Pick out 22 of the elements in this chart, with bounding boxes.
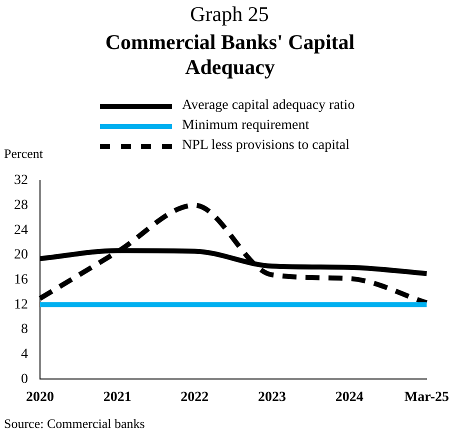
legend-label: NPL less provisions to capital [182,138,350,154]
y-tick-label: 0 [21,372,28,387]
y-tick-label: 8 [21,322,28,338]
x-tick-label: 2023 [258,390,286,406]
y-tick-label: 32 [14,173,28,188]
chart-title: Graph 25 [189,2,270,27]
y-tick-label: 12 [14,297,28,312]
y-tick-label: 24 [14,222,28,238]
legend-label: Average capital adequacy ratio [182,98,355,114]
y-tick-label: 28 [14,198,28,213]
x-tick-label: 2020 [26,390,54,406]
chart-subtitle: Commercial Banks' Capital Adequacy [104,30,356,80]
y-axis-title: Percent [4,146,43,162]
source-note: Source: Commercial banks [4,416,145,432]
y-tick-label: 20 [14,248,28,263]
x-tick-label: Mar-25 [404,390,450,406]
y-tick-label: 16 [14,272,28,288]
x-tick-label: 2022 [180,390,209,406]
x-tick-label: 2021 [103,390,132,406]
x-tick-label: 2024 [335,390,364,406]
legend-label: Minimum requirement [182,118,310,134]
y-tick-label: 4 [21,347,28,362]
